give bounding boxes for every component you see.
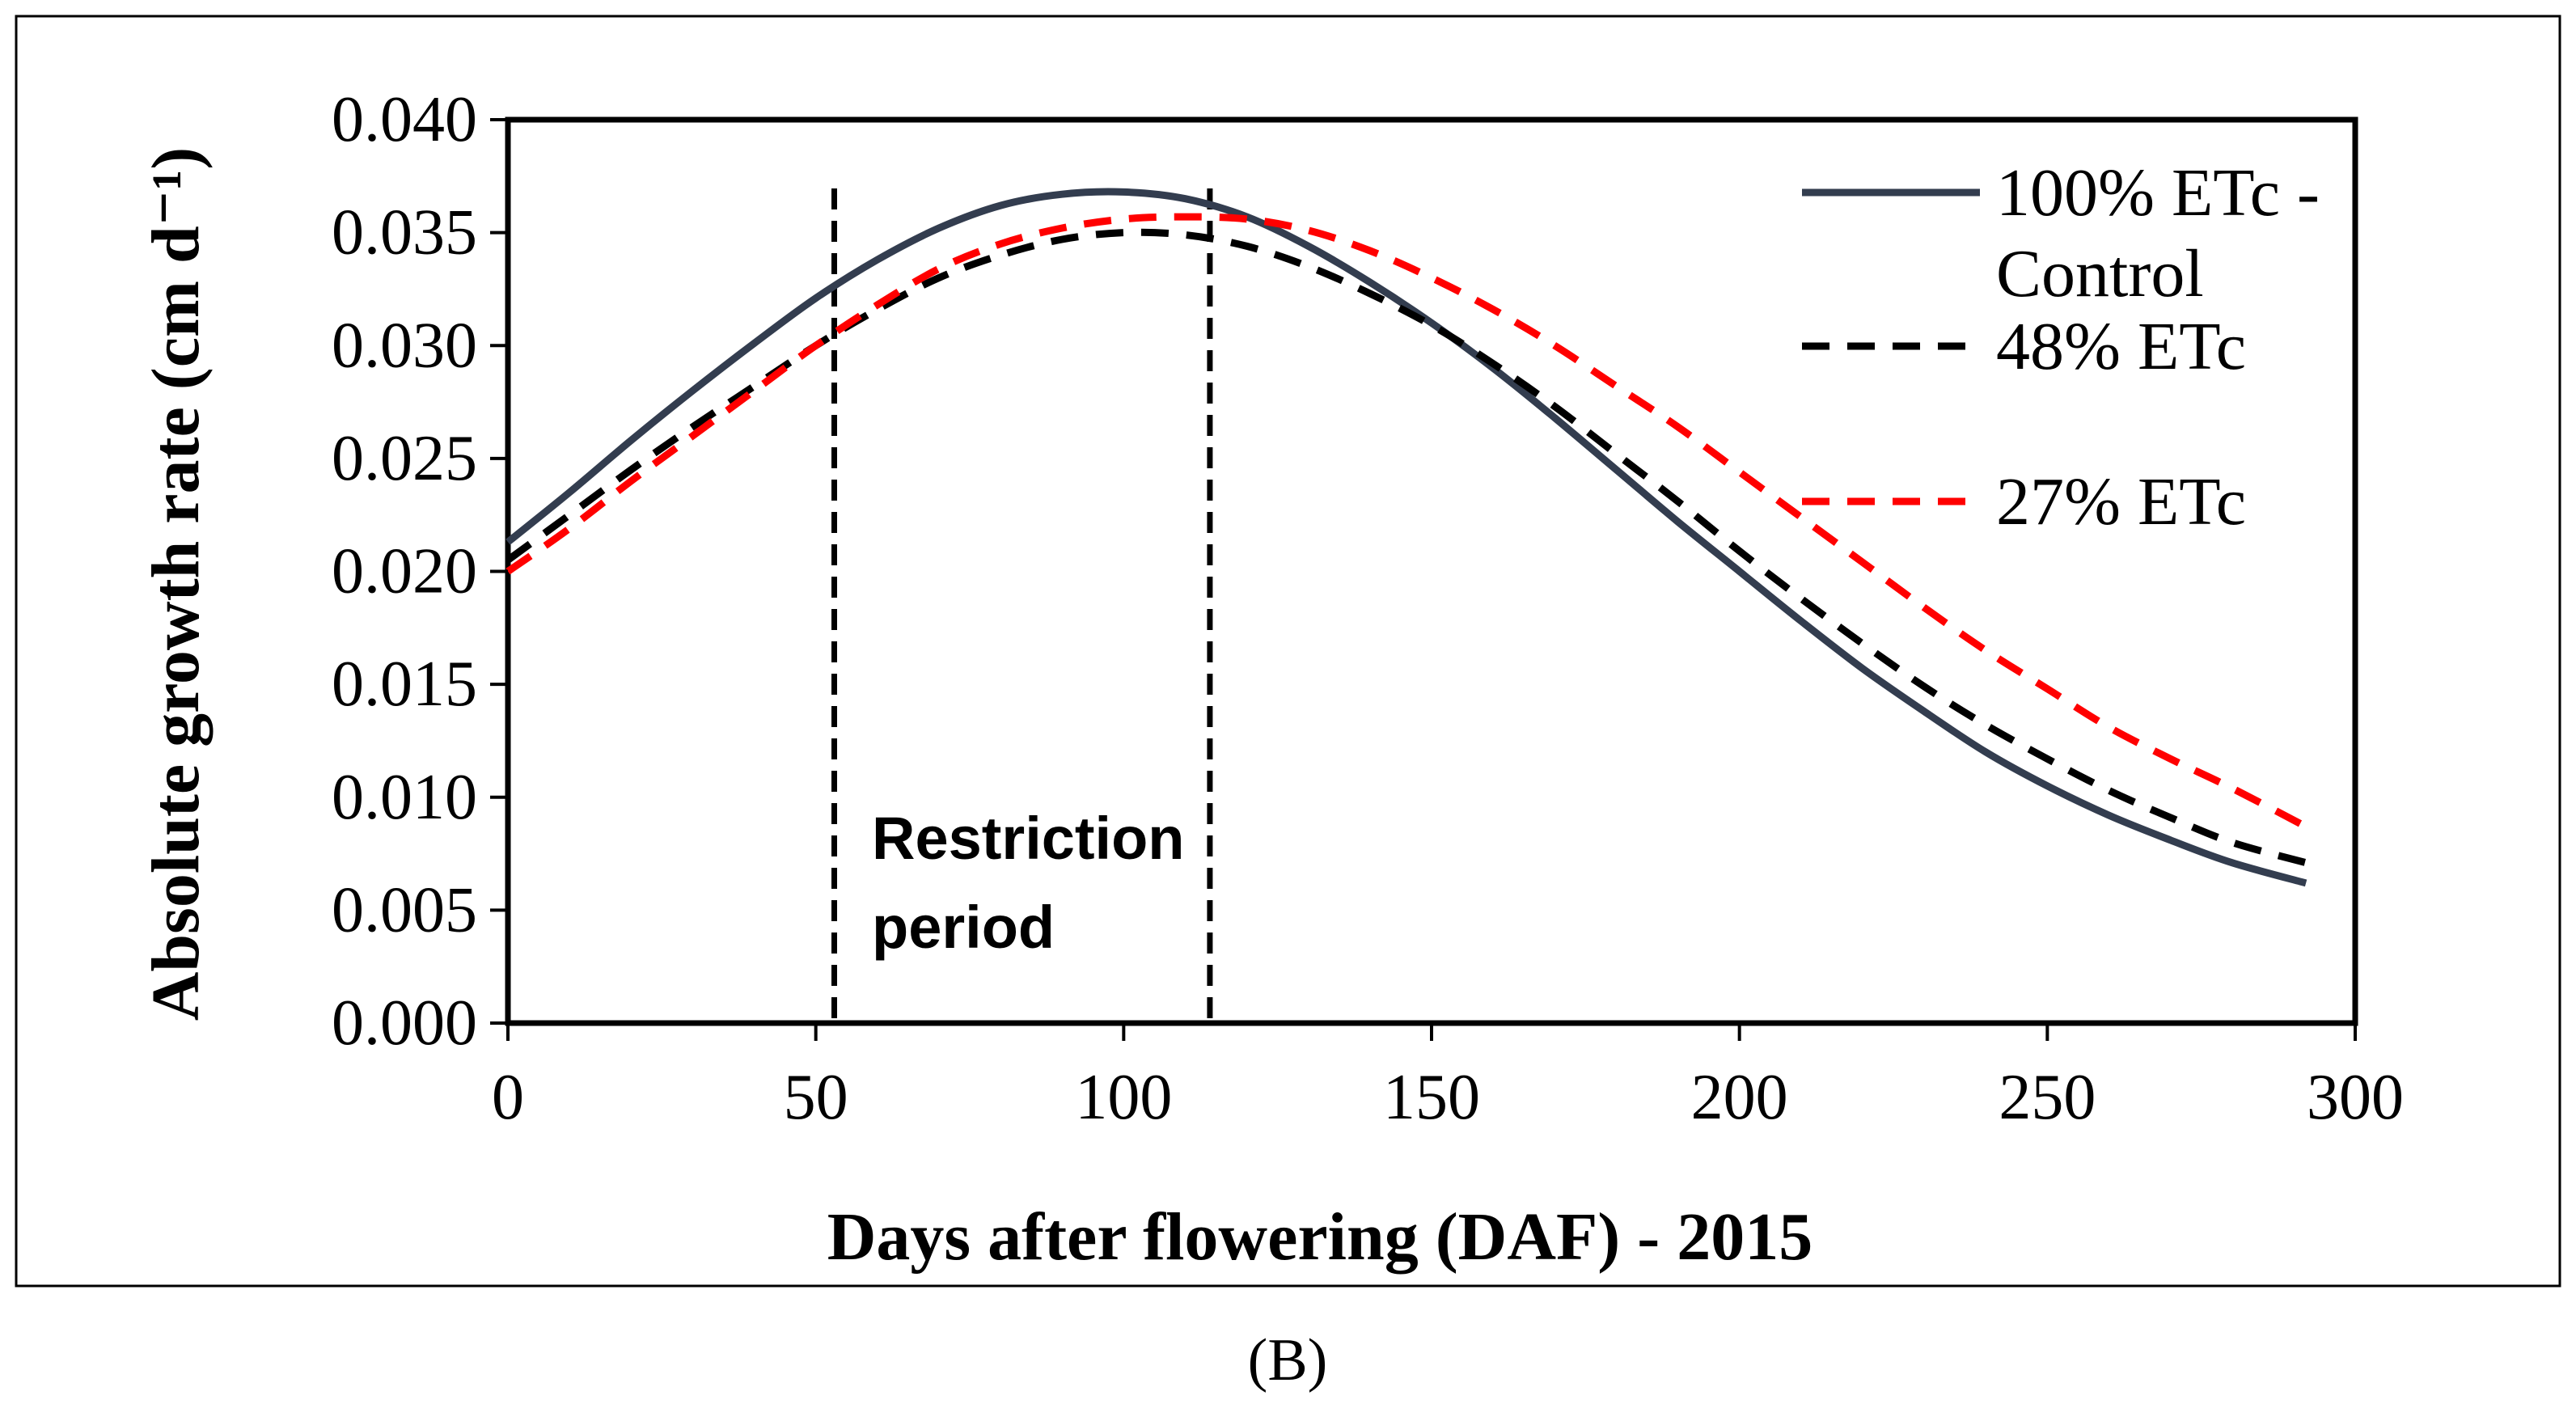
x-tick-label: 150: [1383, 1062, 1480, 1133]
x-tick-label: 0: [492, 1062, 524, 1133]
y-tick-label: 0.040: [332, 84, 477, 155]
x-tick-label: 300: [2307, 1062, 2404, 1133]
legend-label-3: 27% ETc: [1996, 464, 2246, 539]
data-series-layer: [505, 188, 2308, 1023]
restriction-label-line1: Restriction: [872, 805, 1185, 872]
series-line-2: [505, 228, 2307, 867]
x-tick-label: 100: [1075, 1062, 1172, 1133]
x-tick-label: 50: [784, 1062, 848, 1133]
restriction-label-line2: period: [872, 894, 1055, 961]
axes-layer: 0.000 0.005 0.010 0.015 0.020 0.025 0.030 0.035…: [332, 84, 2404, 1133]
x-axis-label: Days after flowering (DAF) - 2015: [827, 1199, 1813, 1275]
series-line-1: [505, 188, 2307, 887]
y-tick-label: 0.035: [332, 197, 477, 269]
x-tick-label: 200: [1691, 1062, 1788, 1133]
y-tick-label: 0.005: [332, 874, 477, 945]
legend-label-1-line2: Control: [1996, 236, 2204, 311]
y-axis-label: Absolute growth rate (cm d⁻¹): [138, 147, 214, 1021]
legend-label-2: 48% ETc: [1996, 309, 2246, 384]
y-tick-label: 0.010: [332, 762, 477, 833]
y-tick-label: 0.015: [332, 649, 477, 720]
y-tick-label: 0.025: [332, 423, 477, 494]
legend-label-1: 100% ETc -: [1996, 155, 2320, 230]
y-tick-label: 0.020: [332, 536, 477, 607]
x-tick-label: 250: [1999, 1062, 2096, 1133]
panel-label: (B): [1248, 1327, 1328, 1393]
series-line-3: [505, 213, 2308, 831]
y-tick-label: 0.000: [332, 987, 477, 1059]
y-tick-label: 0.030: [332, 310, 477, 381]
